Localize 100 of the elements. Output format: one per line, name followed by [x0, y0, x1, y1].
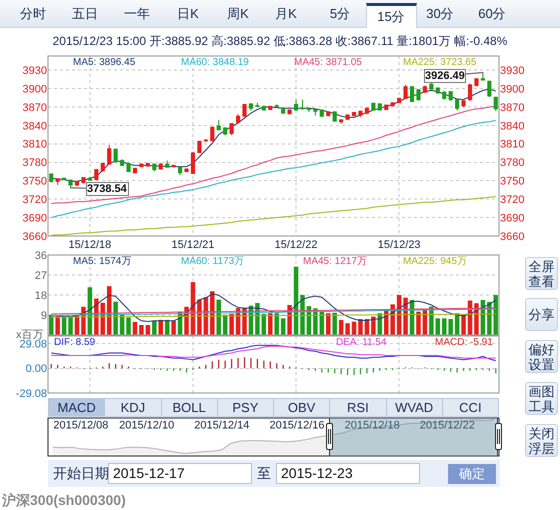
- y-tick-label: 9: [40, 310, 47, 322]
- series-label: DEA: 11.54: [336, 337, 387, 348]
- bar: [210, 291, 215, 335]
- candlestick: [146, 162, 150, 168]
- candlestick: [468, 83, 472, 102]
- candlestick: [184, 168, 189, 173]
- candlestick: [74, 180, 80, 187]
- bar: [338, 320, 344, 335]
- bar: [171, 320, 176, 335]
- candlestick: [204, 138, 208, 143]
- candlestick: [158, 162, 163, 170]
- candlestick: [404, 84, 408, 100]
- bar: [88, 287, 92, 335]
- candlestick: [152, 163, 156, 172]
- bar: [68, 316, 73, 335]
- bar: [139, 325, 144, 335]
- candlestick: [474, 78, 479, 87]
- candlestick: [49, 172, 54, 184]
- bar: [436, 318, 440, 335]
- tab-label: 周K: [227, 6, 249, 22]
- y2-tick-label: 3690: [500, 212, 524, 224]
- y-tick-label: 27: [34, 270, 47, 282]
- bar: [448, 319, 453, 335]
- tab-label: 5分: [330, 6, 350, 22]
- candlestick: [216, 119, 221, 131]
- y-tick-label: 3660: [22, 230, 47, 243]
- y2-tick-label: 3900: [500, 83, 524, 96]
- y-tick-label: 3870: [22, 102, 47, 114]
- y-tick-label: 0.00: [26, 363, 47, 376]
- candlestick: [300, 99, 305, 110]
- candlestick: [242, 103, 247, 118]
- candlestick: [378, 102, 382, 112]
- line-series: [50, 120, 496, 218]
- candlestick: [190, 151, 196, 174]
- x-tick-label: 2015/12/10: [119, 420, 174, 432]
- y-tick-label: 36: [34, 250, 47, 262]
- y-tick-label: 3690: [22, 212, 47, 224]
- candlestick: [56, 178, 60, 186]
- bar: [332, 312, 337, 335]
- tab-label: 五日: [72, 6, 98, 22]
- text: MACD: -5.91: [435, 337, 494, 348]
- button: 关闭浮层: [525, 424, 558, 457]
- y-tick-label: 18: [34, 290, 47, 302]
- tab-label: 30分: [426, 6, 454, 22]
- candlestick: [364, 107, 369, 115]
- candlestick: [210, 126, 214, 142]
- bar: [152, 320, 157, 335]
- candlestick: [320, 108, 324, 118]
- candlestick: [494, 96, 498, 112]
- bar: [229, 314, 234, 335]
- bar: [494, 295, 498, 335]
- tab: OBV: [274, 399, 330, 416]
- date-field: 2015-12-23: [276, 463, 420, 484]
- candlestick: [436, 86, 440, 95]
- button: 偏好设置: [525, 340, 558, 373]
- candlestick: [288, 108, 292, 115]
- bar: [146, 325, 150, 335]
- button: 全屏查看: [525, 257, 558, 290]
- bar: [454, 313, 460, 335]
- text: MA45: 3871.05: [294, 57, 362, 68]
- text: 开始日期: [53, 464, 109, 482]
- bar: [320, 312, 324, 335]
- bar: [132, 322, 138, 335]
- candlestick: [371, 102, 376, 112]
- tab: PSY: [218, 399, 273, 416]
- candlestick: [294, 99, 298, 112]
- candlestick: [139, 163, 144, 168]
- text: MA5: 3896.45: [73, 57, 136, 68]
- bar: [364, 319, 370, 335]
- candlestick: [281, 107, 286, 114]
- bar: [62, 316, 66, 335]
- tab-label: 日K: [177, 6, 199, 22]
- annotation: 3926.49: [425, 70, 465, 82]
- candlestick: [416, 88, 421, 102]
- candlestick: [100, 162, 105, 172]
- tab: MACD: [49, 399, 104, 416]
- bar: [442, 318, 446, 335]
- candlestick: [165, 160, 170, 168]
- x-tick-label: 15/12/23: [378, 239, 421, 251]
- bar: [113, 302, 118, 335]
- candlestick: [114, 148, 118, 164]
- y2-tick-label: 3720: [500, 194, 524, 206]
- bar: [326, 313, 331, 335]
- x-tick-label: 2015/12/14: [194, 420, 250, 432]
- tab: WVAD: [386, 399, 442, 416]
- bar: [222, 314, 228, 335]
- bar: [274, 313, 279, 335]
- x-tick-label: 2015/12/16: [269, 420, 325, 432]
- y2-tick-label: 3780: [500, 157, 524, 170]
- candlestick: [94, 168, 98, 181]
- candlestick: [442, 90, 446, 100]
- candlestick: [313, 108, 318, 116]
- button: 画图工具: [525, 382, 558, 415]
- bar: [262, 314, 266, 335]
- candlestick: [230, 122, 234, 136]
- tab-label: 一年: [124, 6, 150, 22]
- line-series: [50, 196, 496, 236]
- candlestick: [461, 100, 466, 108]
- bar: [461, 315, 466, 335]
- tab: KDJ: [105, 399, 160, 416]
